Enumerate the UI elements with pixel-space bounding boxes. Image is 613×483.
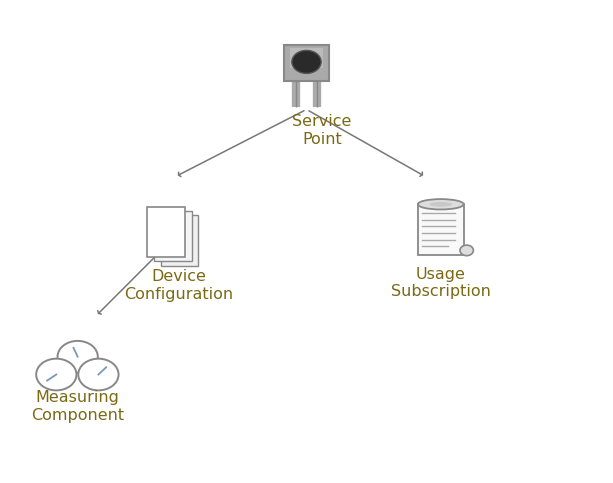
Circle shape <box>78 359 118 390</box>
Polygon shape <box>147 207 185 257</box>
Ellipse shape <box>418 199 463 210</box>
Text: Usage
Subscription: Usage Subscription <box>391 267 490 299</box>
Circle shape <box>58 341 98 372</box>
Polygon shape <box>161 215 199 266</box>
FancyBboxPatch shape <box>290 48 323 68</box>
FancyBboxPatch shape <box>284 44 329 81</box>
Ellipse shape <box>429 202 452 207</box>
Polygon shape <box>154 211 192 261</box>
Circle shape <box>292 50 321 73</box>
FancyBboxPatch shape <box>418 204 463 255</box>
Ellipse shape <box>460 245 473 256</box>
Text: Service
Point: Service Point <box>292 114 351 147</box>
Text: Measuring
Component: Measuring Component <box>31 390 124 423</box>
Circle shape <box>36 359 77 390</box>
Text: Device
Configuration: Device Configuration <box>124 269 233 301</box>
